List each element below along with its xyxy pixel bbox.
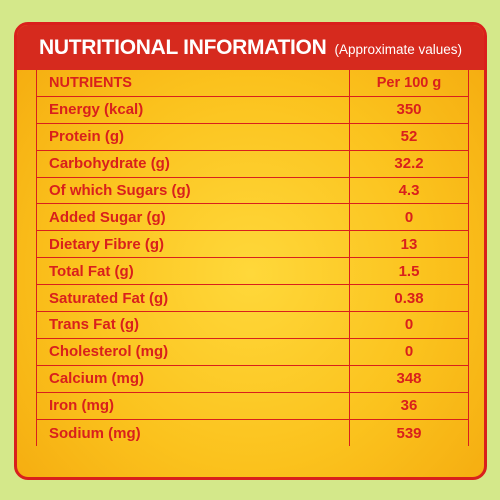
table-header-row: NUTRIENTS Per 100 g bbox=[37, 70, 468, 97]
nutrient-name: Cholesterol (mg) bbox=[37, 338, 350, 365]
table-row: Total Fat (g) 1.5 bbox=[37, 258, 468, 286]
nutrient-name: Of which Sugars (g) bbox=[37, 177, 350, 204]
table-row: Trans Fat (g) 0 bbox=[37, 312, 468, 339]
nutrient-name: Added Sugar (g) bbox=[37, 204, 350, 231]
nutrient-name: Energy (kcal) bbox=[37, 96, 350, 123]
nutrient-value: 0.38 bbox=[394, 289, 424, 307]
table-row: Carbohydrate (g) 32.2 bbox=[37, 150, 468, 178]
table-row: Dietary Fibre (g) 13 bbox=[37, 231, 468, 259]
nutrient-value: 4.3 bbox=[398, 182, 420, 199]
nutrient-name: Carbohydrate (g) bbox=[37, 150, 350, 177]
column-header-per-100g: Per 100 g bbox=[376, 74, 442, 91]
table-row: Sodium (mg) 539 bbox=[37, 419, 468, 447]
nutrition-panel: NUTRITIONAL INFORMATION (Approximate val… bbox=[14, 22, 487, 480]
nutrient-name: Trans Fat (g) bbox=[37, 312, 350, 338]
table-row: Cholesterol (mg) 0 bbox=[37, 338, 468, 366]
nutrient-value: 36 bbox=[400, 397, 418, 415]
table-row: Saturated Fat (g) 0.38 bbox=[37, 285, 468, 313]
nutrient-value: 0 bbox=[404, 343, 414, 361]
nutrient-name: Sodium (mg) bbox=[37, 419, 350, 447]
nutrient-value: 1.5 bbox=[398, 262, 420, 280]
nutrient-name: Dietary Fibre (g) bbox=[37, 231, 350, 258]
column-header-nutrients: NUTRIENTS bbox=[37, 70, 350, 96]
panel-subtitle: (Approximate values) bbox=[334, 41, 463, 57]
nutrition-table: NUTRIENTS Per 100 g Energy (kcal) 350 Pr… bbox=[36, 70, 469, 447]
table-row: Of which Sugars (g) 4.3 bbox=[37, 177, 468, 205]
panel-header: NUTRITIONAL INFORMATION (Approximate val… bbox=[17, 25, 484, 70]
nutrient-value: 32.2 bbox=[394, 155, 424, 173]
table-row: Calcium (mg) 348 bbox=[37, 365, 468, 393]
panel-title: NUTRITIONAL INFORMATION bbox=[39, 35, 327, 59]
nutrient-value: 348 bbox=[396, 370, 422, 388]
table-row: Energy (kcal) 350 bbox=[37, 96, 468, 124]
nutrient-value: 350 bbox=[396, 101, 422, 119]
nutrient-name: Iron (mg) bbox=[37, 392, 350, 419]
nutrient-value: 52 bbox=[400, 128, 418, 146]
table-row: Protein (g) 52 bbox=[37, 123, 468, 151]
nutrient-value: 0 bbox=[404, 208, 414, 226]
nutrient-value: 13 bbox=[400, 235, 418, 253]
nutrient-name: Saturated Fat (g) bbox=[37, 285, 350, 312]
nutrient-name: Protein (g) bbox=[37, 123, 350, 150]
nutrient-name: Calcium (mg) bbox=[37, 365, 350, 392]
table-row: Iron (mg) 36 bbox=[37, 392, 468, 420]
nutrient-name: Total Fat (g) bbox=[37, 258, 350, 285]
table-row: Added Sugar (g) 0 bbox=[37, 204, 468, 232]
nutrient-value: 0 bbox=[404, 316, 414, 334]
nutrient-value: 539 bbox=[396, 424, 422, 442]
